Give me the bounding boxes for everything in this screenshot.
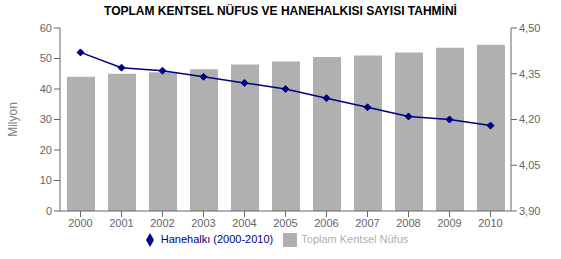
svg-text:4,50: 4,50 (519, 22, 540, 34)
svg-text:40: 40 (40, 83, 52, 95)
svg-text:4,20: 4,20 (519, 113, 540, 125)
svg-text:2005: 2005 (273, 217, 297, 229)
svg-text:2004: 2004 (232, 217, 256, 229)
svg-text:2000: 2000 (68, 217, 92, 229)
svg-text:0: 0 (46, 205, 52, 217)
svg-text:Milyon: Milyon (8, 102, 20, 137)
svg-text:2010: 2010 (478, 217, 502, 229)
svg-text:2006: 2006 (314, 217, 338, 229)
html-text:Toplam Kentsel Nüfus: Toplam Kentsel Nüfus (301, 233, 409, 245)
html-text:Hanehalkı (2000-2010): Hanehalkı (2000-2010) (160, 233, 274, 245)
svg-text:2009: 2009 (437, 217, 461, 229)
svg-text:2003: 2003 (191, 217, 215, 229)
svg-text:50: 50 (40, 52, 52, 64)
svg-text:4,35: 4,35 (519, 68, 540, 80)
svg-text:2007: 2007 (355, 217, 379, 229)
svg-text:2008: 2008 (396, 217, 420, 229)
svg-text:10: 10 (40, 174, 52, 186)
svg-text:2002: 2002 (150, 217, 174, 229)
svg-text:60: 60 (40, 22, 52, 34)
svg-text:3,90: 3,90 (519, 205, 540, 217)
svg-text:2001: 2001 (109, 217, 133, 229)
svg-text:20: 20 (40, 144, 52, 156)
svg-text:4,05: 4,05 (519, 159, 540, 171)
html-text:TOPLAM KENTSEL NÜFUS VE HANEHA: TOPLAM KENTSEL NÜFUS VE HANEHALKISI SAYI… (104, 4, 457, 18)
svg-text:30: 30 (40, 113, 52, 125)
